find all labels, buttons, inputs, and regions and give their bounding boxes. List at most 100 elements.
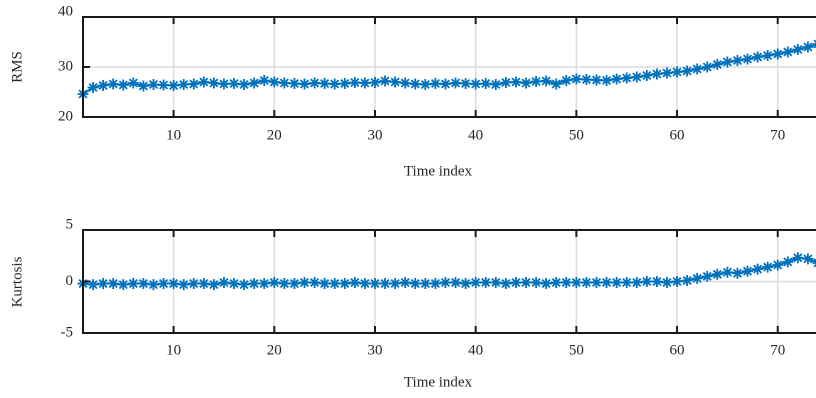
marker: [127, 278, 139, 290]
marker: [439, 78, 451, 90]
marker: [319, 78, 331, 89]
x-tick-label: 30: [367, 127, 382, 143]
marker: [671, 276, 683, 287]
marker: [147, 279, 159, 291]
marker: [490, 79, 502, 90]
marker: [389, 278, 401, 290]
marker: [399, 277, 411, 289]
marker: [309, 77, 321, 89]
marker: [238, 279, 250, 291]
marker: [500, 278, 512, 290]
marker: [601, 75, 613, 86]
marker: [510, 76, 522, 88]
marker: [772, 48, 784, 60]
marker: [228, 278, 240, 290]
marker: [299, 277, 311, 289]
marker: [762, 261, 774, 273]
marker: [772, 259, 784, 271]
marker: [137, 278, 149, 290]
marker: [369, 77, 381, 88]
marker: [621, 72, 633, 84]
marker: [87, 82, 99, 93]
marker: [711, 59, 723, 70]
marker: [802, 41, 814, 53]
marker: [661, 277, 673, 289]
marker: [329, 278, 341, 290]
x-tick-label: 60: [670, 342, 685, 358]
y-tick-label: 40: [58, 3, 73, 19]
marker: [278, 77, 290, 89]
marker: [248, 278, 260, 290]
marker: [782, 256, 794, 268]
marker: [218, 78, 230, 90]
marker: [752, 51, 764, 63]
marker: [621, 277, 633, 289]
marker: [560, 75, 572, 86]
marker: [198, 76, 210, 88]
marker: [611, 73, 623, 85]
marker: [329, 78, 341, 90]
marker: [802, 253, 814, 265]
marker: [379, 75, 391, 87]
marker: [208, 279, 220, 291]
marker: [480, 78, 492, 89]
marker: [117, 279, 129, 291]
marker: [460, 78, 472, 89]
marker: [107, 278, 119, 290]
y-tick-label: -5: [61, 324, 74, 340]
marker: [369, 278, 381, 290]
marker: [560, 277, 572, 289]
marker: [731, 267, 743, 279]
y-tick-label: 0: [66, 273, 74, 289]
marker: [309, 277, 321, 289]
marker: [792, 44, 804, 55]
marker: [359, 278, 371, 290]
marker: [379, 278, 391, 290]
marker: [520, 277, 532, 289]
marker: [258, 278, 270, 290]
marker: [97, 80, 109, 91]
marker: [439, 277, 451, 289]
marker: [429, 278, 441, 290]
marker: [158, 79, 170, 91]
marker: [611, 277, 623, 289]
y-axis-label: Kurtosis: [9, 256, 25, 307]
marker: [691, 272, 703, 284]
marker: [510, 277, 522, 289]
marker: [550, 277, 562, 289]
x-axis-label: Time index: [404, 163, 473, 179]
marker: [198, 278, 210, 290]
marker: [711, 268, 723, 280]
marker: [590, 74, 602, 86]
marker: [752, 263, 764, 275]
marker: [530, 76, 542, 87]
marker: [218, 277, 230, 289]
marker: [188, 278, 200, 290]
marker: [208, 77, 220, 89]
marker: [671, 66, 683, 78]
marker: [339, 78, 351, 89]
marker: [248, 77, 260, 89]
marker: [580, 74, 592, 85]
marker: [580, 277, 592, 289]
marker: [349, 77, 361, 88]
marker: [721, 266, 733, 278]
marker: [409, 78, 421, 90]
marker: [701, 270, 713, 282]
x-tick-label: 60: [670, 127, 685, 143]
marker: [520, 77, 532, 89]
marker: [228, 78, 240, 89]
marker: [590, 277, 602, 289]
marker: [540, 278, 552, 290]
marker: [480, 277, 492, 289]
marker: [570, 277, 582, 289]
marker: [168, 80, 180, 91]
marker: [721, 56, 733, 68]
marker: [137, 80, 149, 92]
marker: [681, 274, 693, 286]
x-tick-label: 20: [267, 127, 282, 143]
marker: [470, 78, 482, 90]
x-tick-label: 40: [468, 127, 483, 143]
marker: [470, 277, 482, 289]
